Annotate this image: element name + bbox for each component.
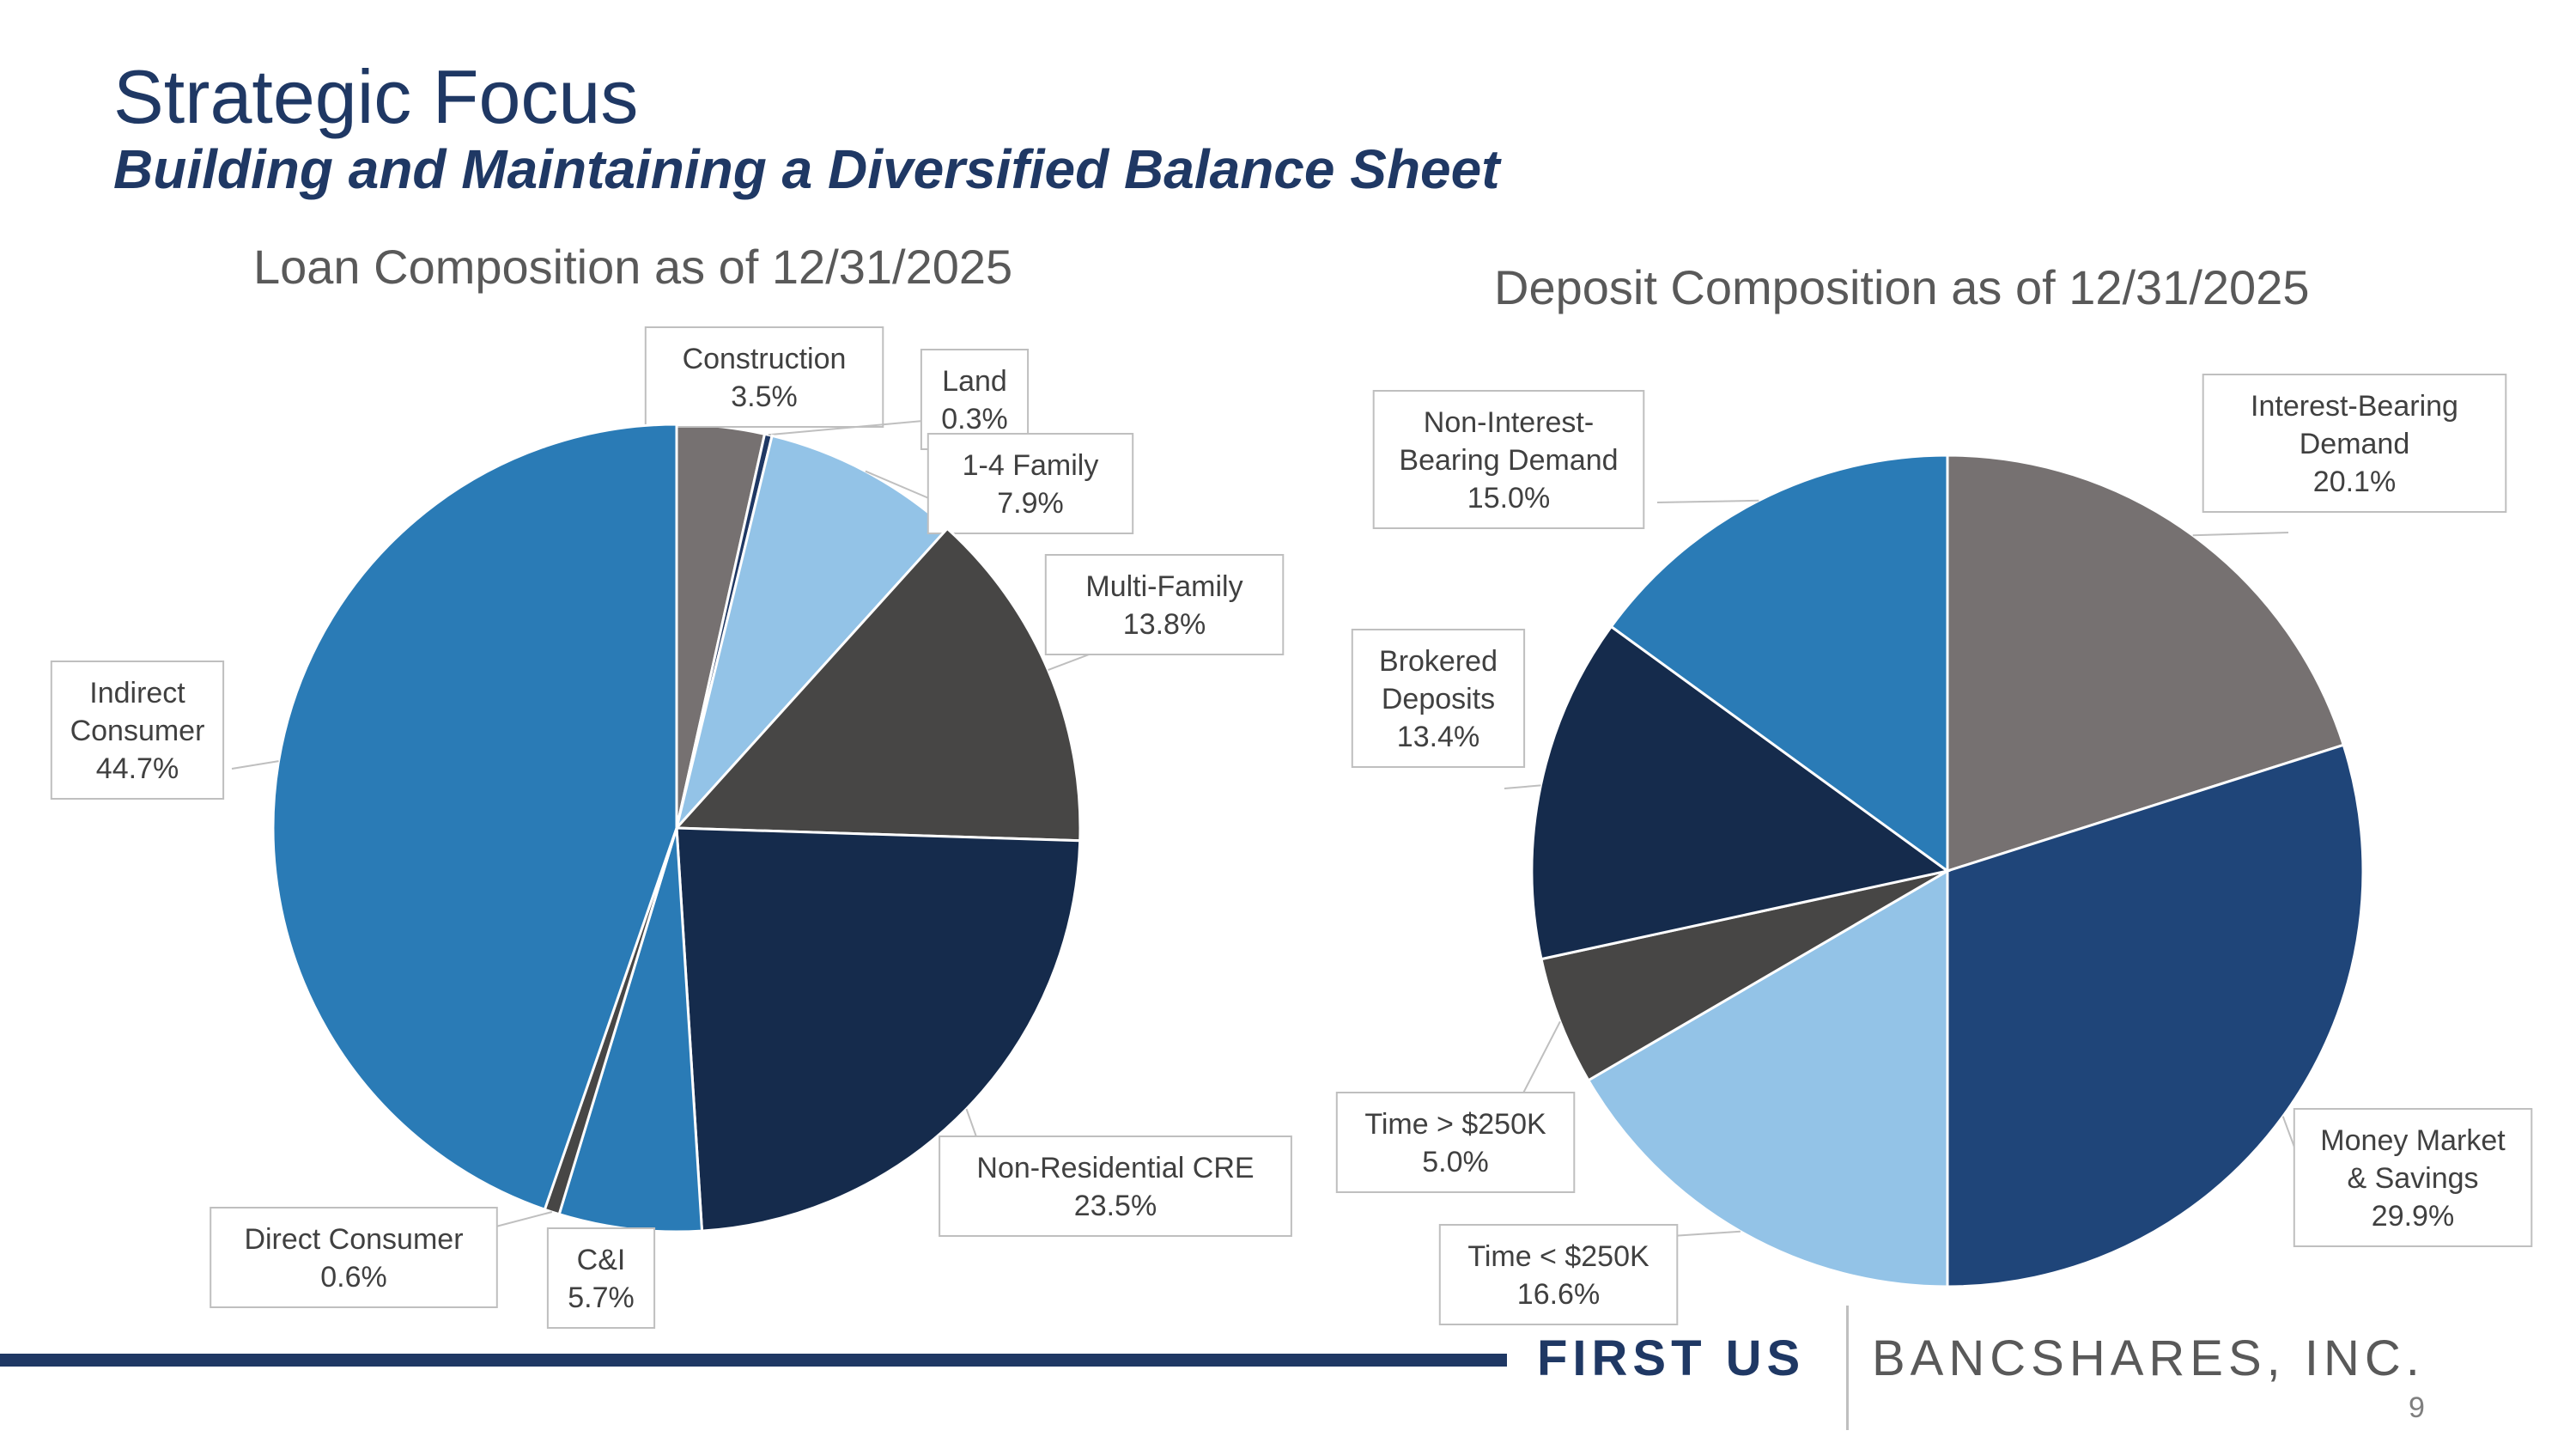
footer-divider: [1846, 1306, 1849, 1430]
deposit-slice-time-250k: [1540, 869, 1948, 1082]
deposit-label-box-brokered-deposits: [1351, 629, 1526, 768]
deposit-leader-non-interest-bearing-demand: [1656, 499, 1759, 503]
slide-subtitle: Building and Maintaining a Diversified B…: [113, 138, 1500, 200]
loan-label-box-land: [920, 349, 1030, 450]
loan-label-box-direct-consumer: [210, 1207, 498, 1308]
deposit-label-box-non-interest-bearing-demand: [1372, 390, 1645, 529]
deposit-label-box-money-market-savings: [2293, 1108, 2533, 1247]
brand-logo-light: BANCSHARES, INC.: [1872, 1330, 2425, 1386]
deposit-slice-brokered-deposits: [1530, 624, 1951, 961]
loan-chart-title: Loan Composition as of 12/31/2025: [253, 240, 1013, 294]
loan-data-label-c-i: C&I 5.7%: [568, 1244, 635, 1314]
slide-title: Strategic Focus: [113, 54, 639, 139]
loan-label-box-indirect-consumer: [50, 661, 225, 800]
loan-pie-chart: Construction 3.5% Land 0.3% 1-4 Family 7.9% Mu…: [50, 326, 1292, 1329]
deposit-data-label-brokered-deposits: Brokered Deposits 13.4%: [1379, 645, 1498, 753]
deposit-label-box-time-250k: [1335, 1092, 1576, 1193]
deposit-data-label-non-interest-bearing-demand: Non-Interest-Bearing Demand 15.0%: [1399, 406, 1618, 514]
loan-data-label-1-4-family: 1-4 Family 7.9%: [963, 449, 1099, 520]
loan-leader-indirect-consumer: [231, 760, 279, 770]
footer-bar: [0, 1354, 1507, 1367]
deposit-slice-non-interest-bearing-demand: [1609, 454, 1949, 874]
loan-label-box-multi-family: [1044, 554, 1285, 655]
deposit-chart-title: Deposit Composition as of 12/31/2025: [1494, 260, 2310, 314]
loan-slice-multi-family: [673, 527, 1082, 843]
deposit-data-label-money-market-savings: Money Market & Savings 29.9%: [2320, 1124, 2506, 1233]
deposit-leader-brokered-deposits: [1504, 784, 1541, 789]
loan-data-label-multi-family: Multi-Family 13.8%: [1085, 570, 1242, 641]
deposit-label-box-interest-bearing-demand: [2202, 374, 2507, 513]
deposit-pie-chart: Interest-Bearing Demand 20.1% Money Market &…: [1335, 374, 2533, 1325]
page-number: 9: [2409, 1391, 2425, 1424]
loan-data-label-land: Land 0.3%: [941, 365, 1008, 435]
loan-label-box-1-4-family: [927, 433, 1134, 534]
loan-data-label-direct-consumer: Direct Consumer 0.6%: [244, 1223, 463, 1294]
loan-leader-land: [768, 420, 924, 436]
loan-slice-non-residential-cre: [675, 826, 1082, 1233]
deposit-data-label-interest-bearing-demand: Interest-Bearing Demand 20.1%: [2251, 390, 2458, 498]
loan-data-label-non-residential-cre: Non-Residential CRE 23.5%: [976, 1152, 1254, 1222]
loan-leader-direct-consumer: [489, 1211, 553, 1229]
loan-label-box-c-i: [546, 1227, 656, 1329]
loan-data-label-indirect-consumer: Indirect Consumer 44.7%: [70, 677, 205, 785]
loan-data-label-construction: Construction 3.5%: [683, 343, 847, 413]
deposit-data-label-time-250k: Time > $250K 5.0%: [1364, 1108, 1546, 1178]
loan-label-box-construction: [644, 326, 884, 428]
brand-logo-bold: FIRST US: [1537, 1330, 1806, 1386]
loan-label-box-non-residential-cre: [939, 1135, 1292, 1237]
deposit-leader-interest-bearing-demand: [2192, 532, 2289, 537]
deposit-data-label-time-250k: Time < $250K 16.6%: [1467, 1240, 1649, 1311]
deposit-label-box-time-250k: [1438, 1224, 1679, 1325]
